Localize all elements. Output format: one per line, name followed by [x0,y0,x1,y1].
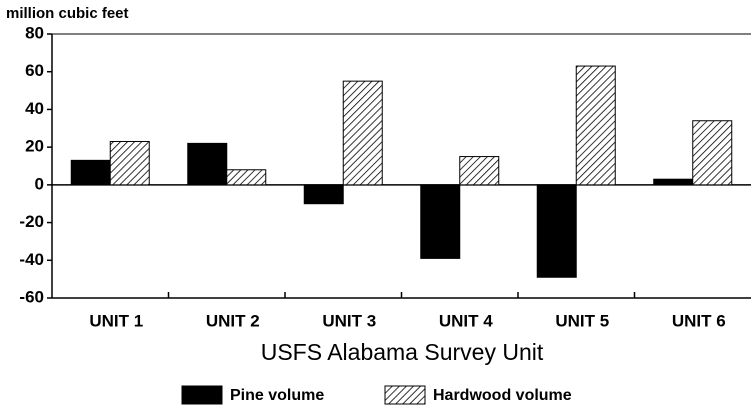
x-tick-label: UNIT 4 [439,311,493,330]
x-tick-label: UNIT 5 [555,311,609,330]
bar [109,140,150,186]
y-tick-label: 0 [35,174,44,193]
y-tick-label: -40 [19,250,44,269]
x-tick-label: UNIT 1 [89,311,143,330]
bar [342,80,383,186]
legend-swatch [384,385,426,405]
x-tick-label: UNIT 6 [672,311,726,330]
y-tick-label: 60 [25,61,44,80]
bar [70,159,111,186]
x-tick-label: UNIT 2 [206,311,260,330]
bar [536,184,577,278]
bar [420,184,461,259]
y-tick-label: -60 [19,287,44,306]
bar [226,169,267,186]
bar [303,184,344,205]
legend-swatch [181,385,223,405]
y-tick-label: 40 [25,99,44,118]
y-tick-label: -20 [19,212,44,231]
x-tick-label: UNIT 3 [322,311,376,330]
y-tick-label: 80 [25,23,44,42]
bar [692,120,733,186]
x-axis-title: USFS Alabama Survey Unit [261,339,544,365]
bar [459,156,500,186]
y-axis-label: million cubic feet [6,5,129,22]
bar [653,178,694,186]
legend-label: Pine volume [230,387,324,404]
bar [187,142,228,186]
y-tick-label: 20 [25,137,44,156]
legend-label: Hardwood volume [433,387,572,404]
bar [575,65,616,186]
